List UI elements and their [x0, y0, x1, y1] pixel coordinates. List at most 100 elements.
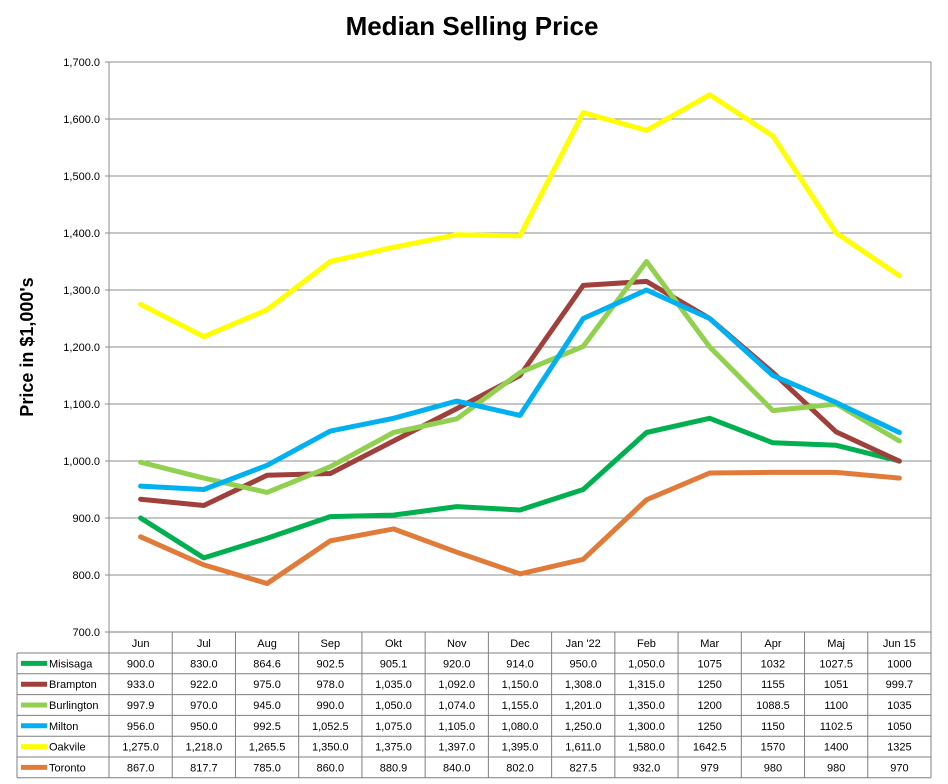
table-cell: 1,250.0 — [565, 721, 602, 733]
table-cell: 1035 — [887, 700, 911, 712]
table-cell: 1,218.0 — [185, 742, 222, 754]
category-label: Sep — [321, 638, 341, 650]
table-cell: 970.0 — [190, 700, 218, 712]
table-cell: 1032 — [761, 658, 785, 670]
legend-series-name: Misisaga — [49, 658, 93, 670]
table-cell: 1325 — [887, 742, 911, 754]
series-line-burlington — [138, 259, 902, 495]
y-tick-label: 1,300.0 — [63, 285, 100, 297]
table-cell: 1,315.0 — [628, 679, 665, 691]
table-cell: 785.0 — [253, 762, 281, 774]
y-tick-label: 1,600.0 — [63, 114, 100, 126]
category-label: Okt — [385, 638, 402, 650]
table-cell: 1,074.0 — [438, 700, 475, 712]
table-cell: 992.5 — [253, 721, 281, 733]
table-cell: 1051 — [824, 679, 848, 691]
table-cell: 1,080.0 — [502, 721, 539, 733]
table-cell: 1050 — [887, 721, 911, 733]
category-label: Jun 15 — [883, 638, 916, 650]
table-cell: 933.0 — [127, 679, 155, 691]
legend-series-name: Oakvile — [49, 742, 86, 754]
category-label: Mar — [700, 638, 719, 650]
category-label: Jan '22 — [566, 638, 601, 650]
y-tick-labels: 700.0 800.0 900.0 1,000.0 1,100.0 1,200.0 1,30… — [63, 57, 100, 639]
table-cell: 1,092.0 — [438, 679, 475, 691]
chart-title: Median Selling Price — [346, 11, 599, 41]
category-label: Jun — [132, 638, 150, 650]
legend-series-name: Milton — [49, 721, 78, 733]
table-cell: 867.0 — [127, 762, 155, 774]
table-cell: 1102.5 — [820, 721, 853, 733]
table-cell: 1250 — [697, 679, 721, 691]
y-tick-label: 1,500.0 — [63, 171, 100, 183]
y-tick-label: 1,400.0 — [63, 228, 100, 240]
series-line-oakvile — [138, 92, 902, 340]
y-tick-label: 800.0 — [72, 570, 100, 582]
table-cell: 990.0 — [317, 700, 345, 712]
y-tick-label: 1,700.0 — [63, 57, 100, 69]
table-cell: 970 — [890, 762, 908, 774]
table-cell: 840.0 — [443, 762, 471, 774]
table-cell: 932.0 — [633, 762, 661, 774]
table-cell: 827.5 — [569, 762, 597, 774]
series-line-toronto — [138, 469, 902, 586]
table-cell: 1,350.0 — [628, 700, 665, 712]
category-label: Aug — [257, 638, 277, 650]
table-cell: 945.0 — [253, 700, 281, 712]
table-cell: 864.6 — [253, 658, 281, 670]
series-line-misisaga — [138, 415, 902, 561]
y-tick-label: 700.0 — [72, 627, 100, 639]
y-tick-label: 1,200.0 — [63, 342, 100, 354]
table-cell: 1,035.0 — [375, 679, 412, 691]
table-cell: 1,300.0 — [628, 721, 665, 733]
grid-layer — [105, 61, 932, 633]
table-cell: 1027.5 — [819, 658, 853, 670]
table-cell: 975.0 — [253, 679, 281, 691]
category-label: Feb — [637, 638, 656, 650]
category-label: Maj — [827, 638, 845, 650]
table-cell: 830.0 — [190, 658, 218, 670]
table-cell: 1,150.0 — [502, 679, 539, 691]
table-cell: 950.0 — [190, 721, 218, 733]
table-cell: 1400 — [824, 742, 848, 754]
table-cell: 1,105.0 — [438, 721, 475, 733]
table-cell: 999.7 — [886, 679, 914, 691]
y-axis-label: Price in $1,000's — [17, 277, 37, 416]
table-cell: 1,350.0 — [312, 742, 349, 754]
table-cell: 880.9 — [380, 762, 408, 774]
table-cell: 1,375.0 — [375, 742, 412, 754]
table-cell: 1000 — [887, 658, 911, 670]
legend-series-name: Toronto — [49, 762, 86, 774]
series-lines — [138, 92, 902, 586]
table-cell: 1,052.5 — [312, 721, 349, 733]
table-cell: 1642.5 — [693, 742, 727, 754]
category-label: Nov — [447, 638, 467, 650]
table-cell: 1,155.0 — [502, 700, 539, 712]
table-cell: 860.0 — [317, 762, 345, 774]
table-cell: 905.1 — [380, 658, 408, 670]
table-cell: 1,275.0 — [122, 742, 159, 754]
y-tick-label: 1,100.0 — [63, 399, 100, 411]
table-cell: 802.0 — [506, 762, 534, 774]
table-cell: 997.9 — [127, 700, 155, 712]
table-cell: 950.0 — [569, 658, 597, 670]
table-cell: 1250 — [697, 721, 721, 733]
table-cell: 1100 — [824, 700, 848, 712]
table-cell: 920.0 — [443, 658, 471, 670]
table-cell: 1075 — [697, 658, 721, 670]
table-cell: 902.5 — [317, 658, 345, 670]
table-cell: 978.0 — [317, 679, 345, 691]
y-tick-label: 1,000.0 — [63, 456, 100, 468]
table-cell: 900.0 — [127, 658, 155, 670]
table-cell: 1088.5 — [756, 700, 790, 712]
table-cell: 1,050.0 — [628, 658, 665, 670]
table-cell: 1200 — [697, 700, 721, 712]
series-line-milton — [138, 287, 902, 492]
category-label: Dec — [510, 638, 530, 650]
table-cell: 922.0 — [190, 679, 218, 691]
table-cell: 1,308.0 — [565, 679, 602, 691]
table-cell: 817.7 — [190, 762, 218, 774]
category-label: Jul — [197, 638, 211, 650]
